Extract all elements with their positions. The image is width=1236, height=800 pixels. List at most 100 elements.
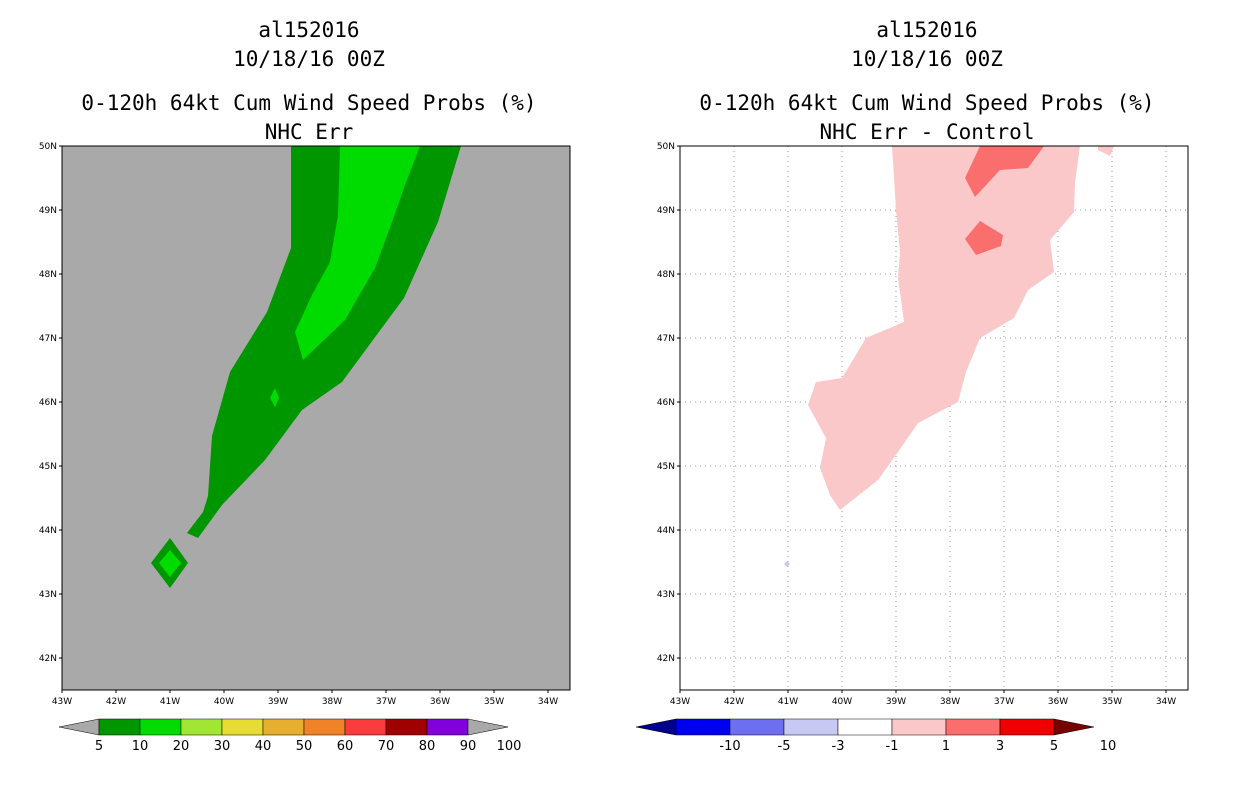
left-lat-label: 46N	[39, 398, 57, 408]
left-lon-label: 34W	[538, 697, 558, 707]
left-prob-10-20-main	[295, 146, 420, 360]
right-colorbar-left-arrow	[635, 718, 677, 736]
right-colorbar-swatch	[999, 718, 1055, 736]
right-storm-id: al152016	[876, 18, 978, 42]
right-map-svg: 50N 49N 48N 47N 46N 45N 44N 43N 42N 43W 42W 41W 40W 3…	[635, 142, 1189, 754]
right-lat-label: 46N	[657, 398, 675, 408]
left-product-title: 0-120h 64kt Cum Wind Speed Probs (%)	[81, 91, 537, 115]
left-prob-10-20-spot	[270, 388, 279, 407]
left-subtitle: NHC Err	[264, 120, 354, 144]
left-colorbar-label: 20	[173, 739, 190, 754]
left-colorbar-swatch	[303, 718, 346, 736]
right-diff-3-5-top-patch	[965, 146, 1044, 197]
right-colorbar-label: 5	[1050, 739, 1058, 754]
left-map-svg: 50N 49N 48N 47N 46N 45N 44N 43N 42N 43W 42W 41W 40W 3…	[39, 142, 571, 754]
left-colorbar-swatch	[426, 718, 469, 736]
right-lat-label: 50N	[657, 142, 675, 152]
left-colorbar-swatch	[385, 718, 428, 736]
right-lat-label: 48N	[657, 270, 675, 280]
right-lon-label: 41W	[778, 697, 798, 707]
right-map-panel: al152016 10/18/16 00Z 0-120h 64kt Cum Wi…	[618, 0, 1236, 800]
left-lon-label: 36W	[430, 697, 450, 707]
right-lon-label: 39W	[886, 697, 906, 707]
right-lon-label: 38W	[940, 697, 960, 707]
left-colorbar-right-arrow	[467, 718, 509, 736]
right-colorbar-swatch	[783, 718, 839, 736]
left-lat-label: 49N	[39, 206, 57, 216]
left-map-panel: al152016 10/18/16 00Z 0-120h 64kt Cum Wi…	[39, 18, 571, 754]
left-colorbar-swatch	[98, 718, 141, 736]
right-lon-label: 34W	[1156, 697, 1176, 707]
right-product-title: 0-120h 64kt Cum Wind Speed Probs (%)	[699, 91, 1155, 115]
left-colorbar-swatch	[180, 718, 223, 736]
left-lon-label: 41W	[160, 697, 180, 707]
left-lon-label: 38W	[322, 697, 342, 707]
right-lon-label: 36W	[1048, 697, 1068, 707]
left-lat-label: 44N	[39, 526, 57, 536]
left-lat-label: 47N	[39, 334, 57, 344]
right-colorbar-swatch	[891, 718, 947, 736]
left-colorbar-label: 80	[419, 739, 436, 754]
left-colorbar-swatch	[221, 718, 264, 736]
right-lon-label: 35W	[1102, 697, 1122, 707]
right-colorbar-swatch	[675, 718, 731, 736]
left-datetime: 10/18/16 00Z	[233, 47, 385, 71]
right-colorbar-label: -1	[886, 739, 899, 754]
right-lon-label: 37W	[994, 697, 1014, 707]
left-lat-label: 45N	[39, 462, 57, 472]
right-lat-label: 49N	[657, 206, 675, 216]
left-lat-label: 50N	[39, 142, 57, 152]
left-colorbar-label: 10	[132, 739, 149, 754]
right-colorbar-swatch	[945, 718, 1001, 736]
left-lat-label: 42N	[39, 654, 57, 664]
left-lon-label: 37W	[376, 697, 396, 707]
right-lon-label: 42W	[724, 697, 744, 707]
right-colorbar-label: 3	[996, 739, 1004, 754]
left-colorbar-label: 90	[460, 739, 477, 754]
right-lat-label: 45N	[657, 462, 675, 472]
left-colorbar-left-arrow	[58, 718, 100, 736]
right-subtitle: NHC Err - Control	[819, 120, 1035, 144]
left-lat-label: 43N	[39, 590, 57, 600]
right-colorbar-label: -3	[832, 739, 845, 754]
left-colorbar-label: 100	[497, 739, 522, 754]
left-colorbar-label: 40	[255, 739, 272, 754]
left-lon-label: 35W	[484, 697, 504, 707]
left-colorbar-label: 30	[214, 739, 231, 754]
right-lon-label: 40W	[832, 697, 852, 707]
left-colorbar-label: 70	[378, 739, 395, 754]
left-colorbar-label: 50	[296, 739, 313, 754]
left-lat-label: 48N	[39, 270, 57, 280]
right-colorbar-swatch	[729, 718, 785, 736]
left-lon-label: 42W	[106, 697, 126, 707]
right-lat-label: 43N	[657, 590, 675, 600]
left-lon-label: 39W	[268, 697, 288, 707]
right-diff-negative-dot	[784, 561, 790, 567]
right-map-frame	[679, 145, 1189, 691]
right-lon-label: 43W	[670, 697, 690, 707]
right-lat-label: 47N	[657, 334, 675, 344]
right-datetime: 10/18/16 00Z	[851, 47, 1003, 71]
right-colorbar-right-arrow	[1053, 718, 1095, 736]
left-map-frame	[61, 145, 571, 691]
right-colorbar-label: -10	[719, 739, 740, 754]
left-storm-id: al152016	[258, 18, 360, 42]
left-prob-5-10-main	[187, 146, 461, 538]
left-prob-10-20-diamond	[159, 550, 181, 577]
left-colorbar-label: 5	[95, 739, 103, 754]
right-diff-3-5-small-patch	[965, 221, 1003, 255]
left-colorbar-swatch	[344, 718, 387, 736]
right-lat-label: 44N	[657, 526, 675, 536]
left-colorbar-label: 60	[337, 739, 354, 754]
left-lon-label: 43W	[52, 697, 72, 707]
left-colorbar-swatch	[262, 718, 305, 736]
right-diff-1-3-main	[808, 146, 1080, 510]
right-lat-label: 42N	[657, 654, 675, 664]
right-colorbar-swatch	[837, 718, 893, 736]
right-colorbar-label: -5	[778, 739, 791, 754]
left-colorbar-swatch	[139, 718, 182, 736]
right-colorbar-label: 10	[1100, 739, 1117, 754]
right-colorbar-label: 1	[942, 739, 950, 754]
right-diff-1-3-top-fragment	[1098, 146, 1114, 156]
left-lon-label: 40W	[214, 697, 234, 707]
